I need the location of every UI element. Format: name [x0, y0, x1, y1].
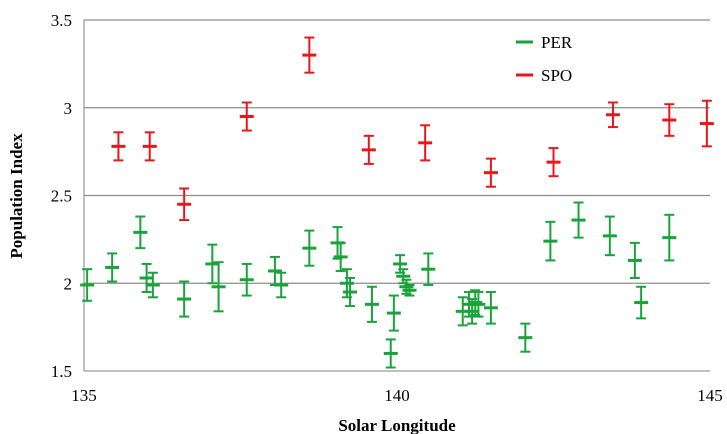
data-point-per — [211, 261, 226, 313]
series-per — [80, 201, 677, 369]
x-tick-label: 140 — [384, 386, 410, 405]
data-point-per — [145, 271, 160, 299]
data-point-spo — [302, 36, 317, 74]
data-point-per — [177, 280, 192, 318]
y-tick-labels: 1.5 2 2.5 3 3.5 — [51, 11, 72, 381]
data-point-spo — [662, 103, 677, 137]
data-point-spo — [177, 187, 192, 222]
data-point-per — [518, 322, 533, 353]
data-point-per — [364, 285, 379, 323]
data-point-spo — [111, 131, 126, 162]
data-point-per — [139, 262, 154, 294]
data-point-per — [543, 220, 558, 262]
y-tick-label: 3.5 — [51, 11, 72, 30]
data-point-spo — [361, 134, 376, 165]
data-point-per — [343, 276, 358, 308]
data-point-spo — [483, 157, 498, 188]
y-axis-title: Population Index — [7, 133, 26, 259]
data-point-per — [662, 213, 677, 262]
data-point-per — [396, 268, 411, 285]
x-tick-label: 145 — [697, 386, 723, 405]
data-point-per — [239, 262, 254, 297]
data-series — [80, 36, 714, 369]
data-point-spo — [142, 131, 157, 162]
data-point-per — [402, 284, 417, 297]
data-point-per — [133, 215, 148, 250]
data-point-spo — [605, 101, 620, 129]
data-point-per — [627, 241, 642, 279]
y-tick-label: 2.5 — [51, 187, 72, 206]
x-tick-labels: 135 140 145 — [71, 386, 723, 405]
data-point-per — [205, 243, 220, 285]
data-point-per — [421, 252, 436, 287]
data-point-per — [105, 252, 120, 283]
data-point-per — [274, 271, 289, 299]
legend-label-spo: SPO — [541, 66, 572, 85]
data-point-per — [80, 268, 95, 302]
data-point-per — [302, 229, 317, 267]
series-spo — [111, 36, 714, 222]
data-point-spo — [239, 101, 254, 132]
data-point-per — [571, 201, 586, 239]
data-point-per — [483, 291, 498, 325]
data-point-per — [383, 338, 398, 369]
y-tick-label: 3 — [64, 99, 73, 118]
legend-label-per: PER — [541, 33, 573, 52]
axes — [83, 20, 710, 372]
x-tick-label: 135 — [71, 386, 97, 405]
data-point-spo — [546, 147, 561, 178]
data-point-per — [267, 255, 282, 287]
y-tick-label: 2 — [64, 274, 73, 293]
data-point-spo — [699, 99, 714, 148]
x-axis-title: Solar Longitude — [338, 416, 456, 434]
data-point-per — [634, 285, 649, 320]
data-point-spo — [418, 124, 433, 162]
data-point-per — [386, 294, 401, 332]
y-tick-label: 1.5 — [51, 362, 72, 381]
legend: PER SPO — [516, 33, 573, 85]
data-point-per — [333, 241, 348, 272]
data-point-per — [602, 215, 617, 257]
data-point-per — [471, 291, 486, 318]
grid-lines — [84, 19, 710, 284]
